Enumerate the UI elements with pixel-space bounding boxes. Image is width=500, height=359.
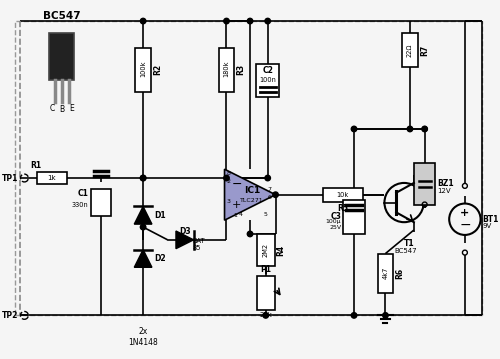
Circle shape: [352, 126, 357, 132]
Text: 6: 6: [268, 195, 272, 200]
Circle shape: [352, 313, 357, 318]
Bar: [257, 234, 274, 266]
Text: IC1: IC1: [244, 186, 260, 195]
Circle shape: [224, 175, 229, 181]
Text: P1: P1: [260, 265, 271, 274]
Text: BC547: BC547: [394, 248, 417, 253]
Polygon shape: [176, 231, 194, 249]
Text: R4: R4: [276, 244, 285, 256]
Polygon shape: [224, 169, 276, 220]
Circle shape: [140, 18, 146, 24]
Text: TP2: TP2: [2, 311, 18, 320]
Text: TLC271: TLC271: [240, 198, 264, 203]
Text: 180k: 180k: [224, 61, 230, 78]
Circle shape: [422, 126, 428, 132]
Text: 25k: 25k: [260, 312, 272, 318]
Text: E: E: [69, 104, 74, 113]
Text: 5: 5: [264, 212, 268, 217]
Text: C1: C1: [78, 189, 88, 198]
Text: +: +: [232, 200, 241, 210]
Text: 2M2: 2M2: [262, 243, 268, 257]
Polygon shape: [134, 250, 152, 267]
Text: 9V: 9V: [482, 223, 492, 229]
Text: 22Ω: 22Ω: [407, 43, 413, 57]
Text: BT1: BT1: [482, 215, 499, 224]
Circle shape: [382, 313, 388, 318]
Text: 100k: 100k: [140, 61, 146, 78]
Bar: [343, 200, 365, 234]
Text: BC547: BC547: [43, 11, 80, 21]
Text: 100n: 100n: [260, 77, 276, 83]
Text: 10k: 10k: [336, 192, 349, 198]
Circle shape: [263, 313, 268, 318]
Bar: [378, 253, 394, 293]
Bar: [49, 33, 74, 80]
Text: 1: 1: [234, 213, 237, 218]
Text: −: −: [459, 218, 470, 232]
Circle shape: [140, 175, 146, 181]
Text: 2: 2: [226, 178, 230, 183]
Text: TP1: TP1: [2, 173, 18, 182]
Text: +: +: [460, 208, 469, 218]
Text: −: −: [232, 178, 242, 191]
Bar: [256, 64, 280, 97]
Text: 1k: 1k: [48, 175, 56, 181]
Text: 100μ
25V: 100μ 25V: [326, 219, 342, 230]
Text: C: C: [49, 104, 54, 113]
Text: 330n: 330n: [72, 201, 88, 208]
Bar: [14, 21, 481, 315]
Bar: [37, 172, 66, 184]
Circle shape: [407, 126, 412, 132]
Text: R1: R1: [30, 161, 42, 170]
Text: 7: 7: [268, 187, 272, 192]
Text: B: B: [59, 106, 64, 115]
Text: R3: R3: [236, 64, 246, 75]
Text: R2: R2: [153, 64, 162, 75]
Text: 8: 8: [226, 171, 230, 176]
Text: D3: D3: [179, 227, 190, 236]
Text: C3: C3: [330, 212, 342, 221]
Circle shape: [265, 18, 270, 24]
Polygon shape: [134, 206, 152, 224]
Circle shape: [273, 192, 278, 197]
Text: 12V: 12V: [438, 188, 451, 194]
Circle shape: [140, 224, 146, 230]
Text: 4: 4: [238, 212, 242, 217]
Circle shape: [248, 18, 253, 24]
Bar: [402, 33, 418, 67]
Circle shape: [248, 231, 253, 237]
Text: R7: R7: [420, 45, 429, 56]
Text: 2x
1N4148: 2x 1N4148: [128, 327, 158, 346]
Text: D2: D2: [154, 254, 166, 263]
Text: T1: T1: [404, 239, 414, 248]
Bar: [218, 47, 234, 92]
Bar: [322, 188, 363, 201]
Text: BZ1: BZ1: [438, 180, 454, 188]
Text: 4k7: 4k7: [382, 267, 388, 279]
Text: C2: C2: [262, 66, 273, 75]
Text: R6: R6: [395, 267, 404, 279]
Bar: [257, 276, 274, 311]
Bar: [91, 189, 110, 216]
Text: R5: R5: [337, 204, 348, 213]
Circle shape: [140, 175, 146, 181]
Bar: [414, 163, 436, 205]
Text: 3: 3: [226, 199, 230, 204]
Circle shape: [224, 18, 229, 24]
Text: BAT
85: BAT 85: [192, 238, 205, 251]
Text: D1: D1: [154, 211, 166, 220]
Bar: [136, 47, 151, 92]
Circle shape: [265, 175, 270, 181]
